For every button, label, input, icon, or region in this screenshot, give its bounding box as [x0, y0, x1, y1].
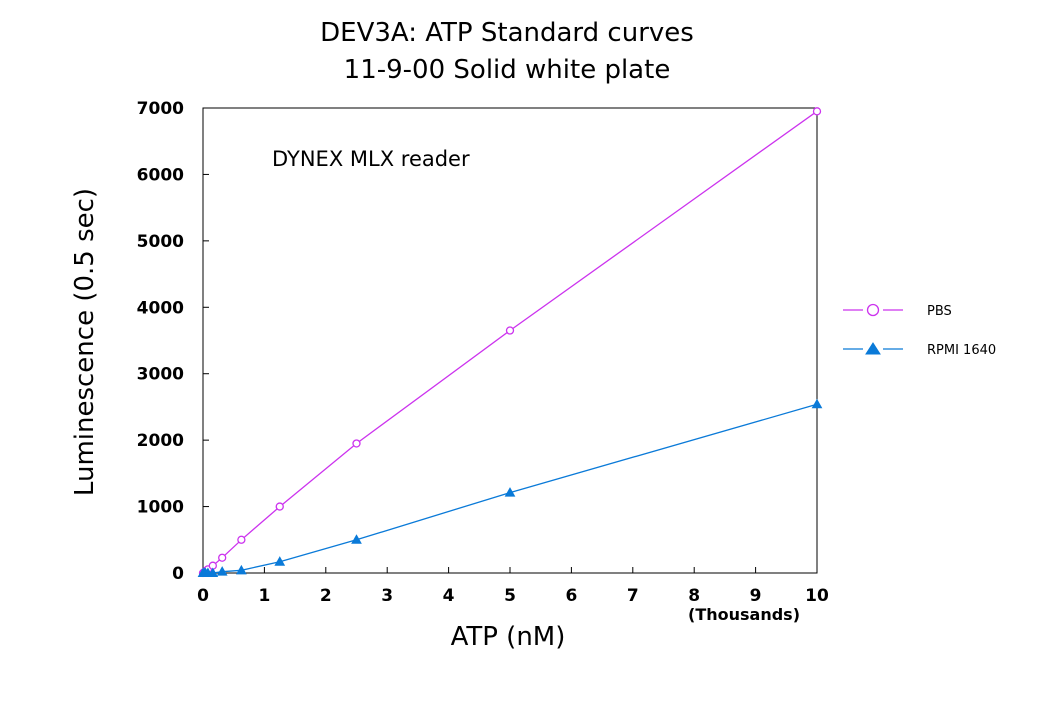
data-point-rpmi: [236, 564, 247, 575]
x-tick-label: 1: [258, 586, 270, 606]
chart-subtitle: 11-9-00 Solid white plate: [344, 55, 671, 85]
data-point-rpmi: [274, 556, 286, 566]
data-point-pbs: [505, 326, 515, 335]
legend-marker-pbs: [866, 303, 880, 317]
x-tick-label: 2: [320, 586, 332, 606]
y-tick-label: 7000: [137, 99, 184, 119]
data-point-pbs: [812, 107, 822, 116]
y-tick-label: 6000: [137, 165, 184, 185]
legend-label-rpmi: RPMI 1640: [927, 343, 996, 358]
x-axis-label: ATP (nM): [451, 622, 566, 652]
data-point-rpmi: [351, 534, 362, 544]
chart-title: DEV3A: ATP Standard curves: [320, 18, 694, 48]
data-point-pbs: [237, 535, 246, 544]
y-tick-label: 1000: [137, 498, 184, 518]
x-tick-label: 9: [750, 586, 762, 606]
x-tick-label: 6: [565, 586, 577, 606]
x-tick-label: 10: [805, 586, 829, 606]
y-tick-label: 0: [172, 564, 184, 584]
data-point-rpmi: [811, 398, 823, 409]
y-axis-label: Luminescence (0.5 sec): [70, 188, 100, 496]
axes: 0 1 2 3 4 5 6 7 8 9 10 0 1000 2000 3000 4000 5000 6000 700…: [137, 99, 829, 606]
x-tick-label: 3: [381, 586, 393, 606]
x-tick-label: 8: [688, 586, 700, 606]
data-point-rpmi: [216, 566, 228, 576]
y-tick-label: 4000: [137, 298, 184, 318]
reader-annotation: DYNEX MLX reader: [272, 147, 470, 171]
x-tick-label: 7: [627, 586, 639, 606]
legend-label-pbs: PBS: [927, 304, 952, 319]
series-layer: [197, 107, 823, 578]
x-tick-label: 0: [197, 586, 209, 606]
x-tick-label: 4: [443, 586, 455, 606]
data-point-rpmi: [504, 487, 516, 497]
legend-marker-rpmi: [865, 342, 881, 355]
data-point-pbs: [218, 553, 227, 562]
x-scale-note: (Thousands): [688, 605, 800, 624]
data-point-pbs: [352, 439, 361, 448]
x-tick-label: 5: [504, 586, 516, 606]
y-tick-label: 2000: [137, 431, 184, 451]
legend: PBS RPMI 1640: [843, 303, 996, 358]
y-tick-label: 3000: [137, 365, 184, 385]
data-point-pbs: [275, 502, 284, 511]
series-line-pbs: [202, 110, 818, 574]
data-point-rpmi: [207, 567, 219, 577]
y-tick-label: 5000: [137, 232, 184, 252]
